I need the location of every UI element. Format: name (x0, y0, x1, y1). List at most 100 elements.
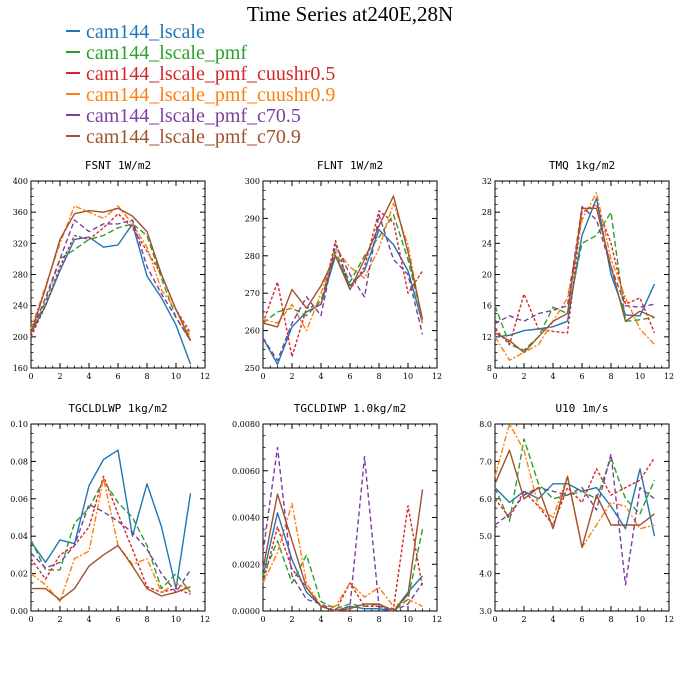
chart-title: TMQ 1kg/m2 (549, 159, 615, 172)
legend-swatch (66, 30, 80, 33)
series-line (262, 195, 424, 328)
y-tick-label: 0.0000 (232, 607, 260, 616)
legend-item: cam144_lscale_pmf_cuushr0.9 (66, 85, 335, 106)
x-tick-label: 12 (432, 615, 442, 624)
x-tick-label: 8 (144, 372, 149, 381)
y-tick-label: 6.0 (479, 495, 492, 504)
x-tick-label: 12 (200, 372, 210, 381)
series-line (262, 202, 424, 332)
x-tick-label: 6 (347, 615, 352, 624)
chart-panel: U10 1m/s 0 2 4 6 8 10 12 3.0 4.0 5.0 6.0 7.0 8.0 (479, 402, 674, 624)
chart-title: U10 1m/s (556, 402, 609, 415)
legend-item: cam144_lscale_pmf_cuushr0.5 (66, 64, 335, 85)
y-tick-label: 260 (245, 327, 260, 336)
legend-item: cam144_lscale_pmf_c70.9 (66, 127, 335, 148)
page-title: Time Series at240E,28N (246, 2, 454, 26)
x-tick-label: 4 (550, 615, 555, 624)
chart-title: TGCLDIWP 1.0kg/m2 (294, 402, 407, 415)
y-tick-label: 300 (245, 177, 260, 186)
x-tick-label: 10 (171, 372, 181, 381)
y-tick-label: 0.02 (10, 570, 28, 579)
y-tick-label: 320 (13, 239, 28, 248)
x-tick-label: 10 (635, 372, 645, 381)
chart-panel: TGCLDIWP 1.0kg/m2 0 2 4 6 8 10 12 0.0000 0.0020 0.… (232, 402, 442, 624)
series-line (262, 502, 423, 607)
legend-label: cam144_lscale_pmf_cuushr0.9 (86, 84, 336, 106)
legend-label: cam144_lscale_pmf_c70.9 (86, 126, 301, 148)
series-line (30, 223, 192, 342)
x-tick-label: 10 (635, 615, 645, 624)
legend-swatch (66, 135, 80, 138)
series-line (494, 207, 655, 354)
y-tick-label: 0.0020 (232, 560, 260, 569)
y-tick-label: 290 (245, 214, 260, 223)
x-tick-label: 2 (57, 615, 62, 624)
y-tick-label: 240 (13, 302, 28, 311)
chart-title: TGCLDLWP 1kg/m2 (68, 402, 167, 415)
legend-item: cam144_lscale_pmf (66, 43, 335, 64)
y-tick-label: 250 (245, 364, 260, 373)
y-tick-label: 20 (482, 271, 492, 280)
y-tick-label: 280 (245, 252, 260, 261)
y-tick-label: 0.0040 (232, 514, 260, 523)
y-tick-label: 360 (13, 208, 28, 217)
y-tick-label: 160 (13, 364, 28, 373)
series-line (262, 228, 424, 365)
y-tick-label: 0.10 (10, 420, 28, 429)
x-tick-label: 0 (492, 372, 497, 381)
y-tick-label: 24 (482, 239, 492, 248)
y-tick-label: 0.08 (10, 457, 28, 466)
series-line (30, 475, 191, 595)
legend-label: cam144_lscale_pmf_c70.5 (86, 105, 301, 127)
legend-label: cam144_lscale_pmf (86, 42, 248, 64)
series-line (262, 529, 424, 612)
chart-panel: FLNT 1W/m2 0 2 4 6 8 10 12 250 260 270 280 290 300 (245, 159, 442, 381)
chart-title: FSNT 1W/m2 (85, 159, 151, 172)
y-tick-label: 32 (482, 177, 492, 186)
y-tick-label: 8.0 (479, 420, 492, 429)
x-tick-label: 6 (115, 615, 120, 624)
legend-label: cam144_lscale_pmf_cuushr0.5 (86, 63, 336, 85)
x-tick-label: 8 (376, 615, 381, 624)
y-tick-label: 0.06 (10, 495, 28, 504)
y-tick-label: 0.0060 (232, 467, 260, 476)
x-tick-label: 0 (260, 615, 265, 624)
legend-item: cam144_lscale (66, 22, 335, 43)
series-line (30, 449, 192, 590)
x-tick-label: 6 (579, 615, 584, 624)
y-tick-label: 400 (13, 177, 28, 186)
series-line (262, 213, 424, 324)
legend-item: cam144_lscale_pmf_c70.5 (66, 106, 335, 127)
x-tick-label: 0 (260, 372, 265, 381)
legend: cam144_lscale cam144_lscale_pmf cam144_l… (66, 22, 335, 148)
series-line (30, 479, 192, 593)
x-tick-label: 8 (608, 615, 613, 624)
x-tick-label: 10 (403, 372, 413, 381)
y-tick-label: 8 (487, 364, 492, 373)
plot-frame (494, 423, 670, 612)
series-line (262, 489, 424, 612)
x-tick-label: 12 (432, 372, 442, 381)
y-tick-label: 3.0 (479, 607, 492, 616)
chart-title: FLNT 1W/m2 (317, 159, 383, 172)
series-line (494, 438, 656, 522)
series-line (494, 449, 655, 549)
x-tick-label: 12 (200, 615, 210, 624)
x-tick-label: 2 (521, 372, 526, 381)
x-tick-label: 0 (28, 615, 33, 624)
series-line (494, 453, 655, 586)
series-line (30, 205, 192, 338)
x-tick-label: 2 (289, 615, 294, 624)
legend-swatch (66, 51, 80, 54)
x-tick-label: 4 (86, 372, 91, 381)
y-tick-label: 28 (482, 208, 492, 217)
x-tick-label: 4 (86, 615, 91, 624)
x-tick-label: 8 (608, 372, 613, 381)
x-tick-label: 10 (403, 615, 413, 624)
x-tick-label: 12 (664, 615, 674, 624)
legend-label: cam144_lscale (86, 21, 205, 43)
series-line (30, 503, 192, 593)
x-tick-label: 0 (492, 615, 497, 624)
